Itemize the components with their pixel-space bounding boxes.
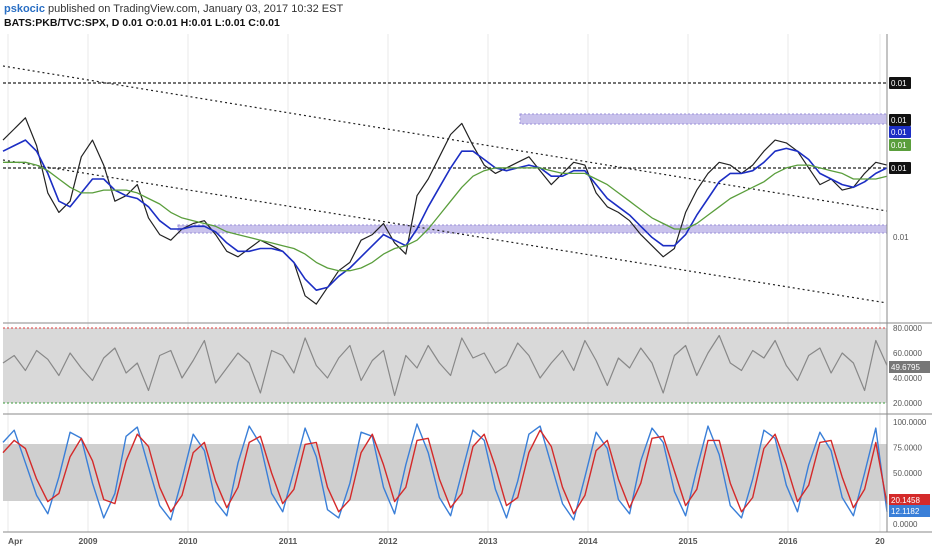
rsi-line	[2, 334, 888, 397]
rsi-tick-label: 60.0000	[893, 349, 922, 358]
stoch-k-last-value-text: 12.1182	[891, 507, 920, 516]
publish-info: pskocic published on TradingView.com, Ja…	[4, 3, 343, 15]
stoch-tick-label: 50.0000	[893, 469, 922, 478]
x-tick-label: 20	[875, 536, 885, 546]
x-tick-label: 2016	[779, 536, 798, 546]
stoch-d-last-value-text: 20.1458	[891, 496, 920, 505]
stoch-k-last-value	[889, 505, 930, 517]
price-tick-label: 0.01	[893, 233, 909, 242]
rsi-last-value-text: 49.6795	[891, 363, 920, 372]
trendline-upper	[2, 65, 888, 212]
published-text: published on TradingView.com, January 03…	[48, 3, 344, 15]
stoch-tick-label: 0.0000	[893, 520, 918, 529]
stoch-tick-label: 100.0000	[893, 418, 927, 427]
price-level-label-top	[889, 77, 911, 89]
rsi-tick-label: 80.0000	[893, 324, 922, 333]
fast-ma-label	[889, 126, 911, 138]
stoch-k-line	[2, 423, 888, 521]
x-tick-label: 2015	[679, 536, 698, 546]
fast-moving-average	[2, 139, 888, 292]
ohlc-values: 0.01 O:0.01 H:0.01 L:0.01 C:0.01	[122, 17, 280, 29]
price-last-label	[889, 114, 911, 126]
rsi-tick-label: 40.0000	[893, 374, 922, 383]
price-series	[2, 117, 888, 305]
x-tick-label: 2013	[479, 536, 498, 546]
symbol-name: BATS:PKB/TVC:SPX, D	[4, 17, 120, 29]
slow-ma-label	[889, 139, 911, 151]
price-level-label-top-text: 0.01	[891, 79, 907, 88]
x-tick-label: 2014	[579, 536, 598, 546]
x-tick-label: Apr	[8, 536, 23, 546]
rsi-tick-label: 20.0000	[893, 399, 922, 408]
stoch-d-last-value	[889, 494, 930, 506]
x-tick-label: 2009	[79, 536, 98, 546]
trendline-lower	[2, 159, 888, 304]
rsi-last-value	[889, 361, 930, 373]
x-tick-label: 2012	[379, 536, 398, 546]
stoch-d-line	[2, 429, 888, 515]
x-tick-label: 2011	[279, 536, 298, 546]
author-link[interactable]: pskocic	[4, 3, 45, 15]
price-level-label-mid	[889, 162, 911, 174]
price-last-label-text: 0.01	[891, 116, 907, 125]
support-zone-upper	[519, 113, 888, 125]
rsi-band	[3, 328, 887, 403]
stoch-tick-label: 75.0000	[893, 444, 922, 453]
x-tick-label: 2010	[179, 536, 198, 546]
slow-ma-label-text: 0.01	[891, 141, 907, 150]
symbol-legend: BATS:PKB/TVC:SPX, D 0.01 O:0.01 H:0.01 L…	[4, 17, 280, 29]
price-level-label-mid-text: 0.01	[891, 164, 907, 173]
support-zone-lower	[177, 224, 888, 234]
slow-moving-average	[3, 161, 888, 272]
fast-ma-label-text: 0.01	[891, 128, 907, 137]
